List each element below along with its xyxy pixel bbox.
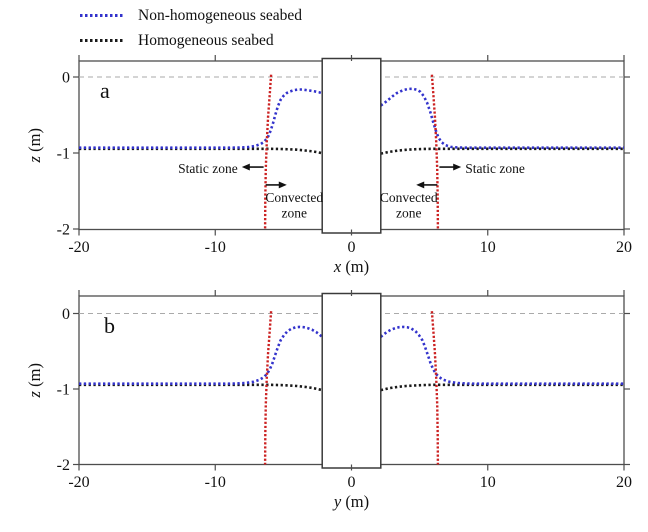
annotation-static-zone-right: Static zone <box>439 161 525 176</box>
annotation-text: zone <box>396 206 421 221</box>
annotation-static-zone-left: Static zone <box>178 161 264 176</box>
legend-item-non-homogeneous: Non-homogeneous seabed <box>80 3 302 28</box>
x-tick-label: -20 <box>68 239 89 256</box>
legend-item-homogeneous: Homogeneous seabed <box>80 28 302 53</box>
slip-surface-line <box>263 311 273 465</box>
legend: Non-homogeneous seabed Homogeneous seabe… <box>80 3 302 53</box>
y-axis-label: z (m) <box>25 128 44 163</box>
monopile-rect <box>321 292 382 469</box>
x-axis-label: x (m) <box>333 257 369 276</box>
x-tick-label: 0 <box>348 474 356 491</box>
annotation-arrowhead-icon <box>416 181 425 189</box>
legend-line-sample-non-homogeneous-icon <box>80 14 125 17</box>
homogeneous-seabed-curve <box>79 147 323 155</box>
slip-surface-line <box>430 311 440 465</box>
y-tick-label: -1 <box>57 146 70 163</box>
y-tick-label: 0 <box>62 306 70 323</box>
non-homogeneous-seabed-curve <box>380 87 624 149</box>
y-tick-label: -2 <box>57 222 70 239</box>
panel-b: -20 -10 0 10 20 0 -1 -2 y (m) z (m) b <box>25 290 632 511</box>
legend-label-homogeneous: Homogeneous seabed <box>138 31 274 49</box>
panel-letter: a <box>100 78 110 103</box>
annotation-text: Convected <box>265 190 323 205</box>
legend-line-sample-homogeneous-icon <box>80 39 125 42</box>
slip-surface-line <box>263 74 273 230</box>
x-tick-label: 0 <box>348 239 356 256</box>
x-tick-label: -10 <box>205 474 226 491</box>
y-tick-label: -2 <box>57 457 70 474</box>
slip-surface-line <box>430 74 440 230</box>
annotation-text: zone <box>282 206 307 221</box>
annotation-text: Static zone <box>465 161 525 176</box>
non-homogeneous-seabed-curve <box>379 325 624 385</box>
annotation-text: Static zone <box>178 161 238 176</box>
annotation-arrowhead-icon <box>453 163 462 171</box>
homogeneous-seabed-curve <box>380 147 624 155</box>
x-tick-label: 10 <box>480 239 496 256</box>
panel-a: -20 -10 0 10 20 0 -1 -2 x (m) z (m) a Static zone St… <box>25 55 632 276</box>
homogeneous-seabed-curve <box>380 383 624 392</box>
non-homogeneous-seabed-curve <box>79 325 324 385</box>
monopile-rect <box>321 57 382 234</box>
annotation-text: Convected <box>380 190 438 205</box>
x-tick-label: -10 <box>205 239 226 256</box>
x-tick-label: 10 <box>480 474 496 491</box>
annotation-arrowhead-icon <box>241 163 250 171</box>
x-axis-label: y (m) <box>332 492 369 511</box>
y-tick-label: -1 <box>57 382 70 399</box>
homogeneous-seabed-curve <box>79 383 323 392</box>
x-tick-label: 20 <box>616 474 632 491</box>
x-tick-label: -20 <box>68 474 89 491</box>
annotation-arrowhead-icon <box>278 181 287 189</box>
panel-letter: b <box>104 313 115 338</box>
non-homogeneous-seabed-curve <box>79 88 323 149</box>
x-tick-label: 20 <box>616 239 632 256</box>
legend-label-non-homogeneous: Non-homogeneous seabed <box>138 6 302 24</box>
y-axis-label: z (m) <box>25 363 44 398</box>
y-tick-label: 0 <box>62 70 70 87</box>
